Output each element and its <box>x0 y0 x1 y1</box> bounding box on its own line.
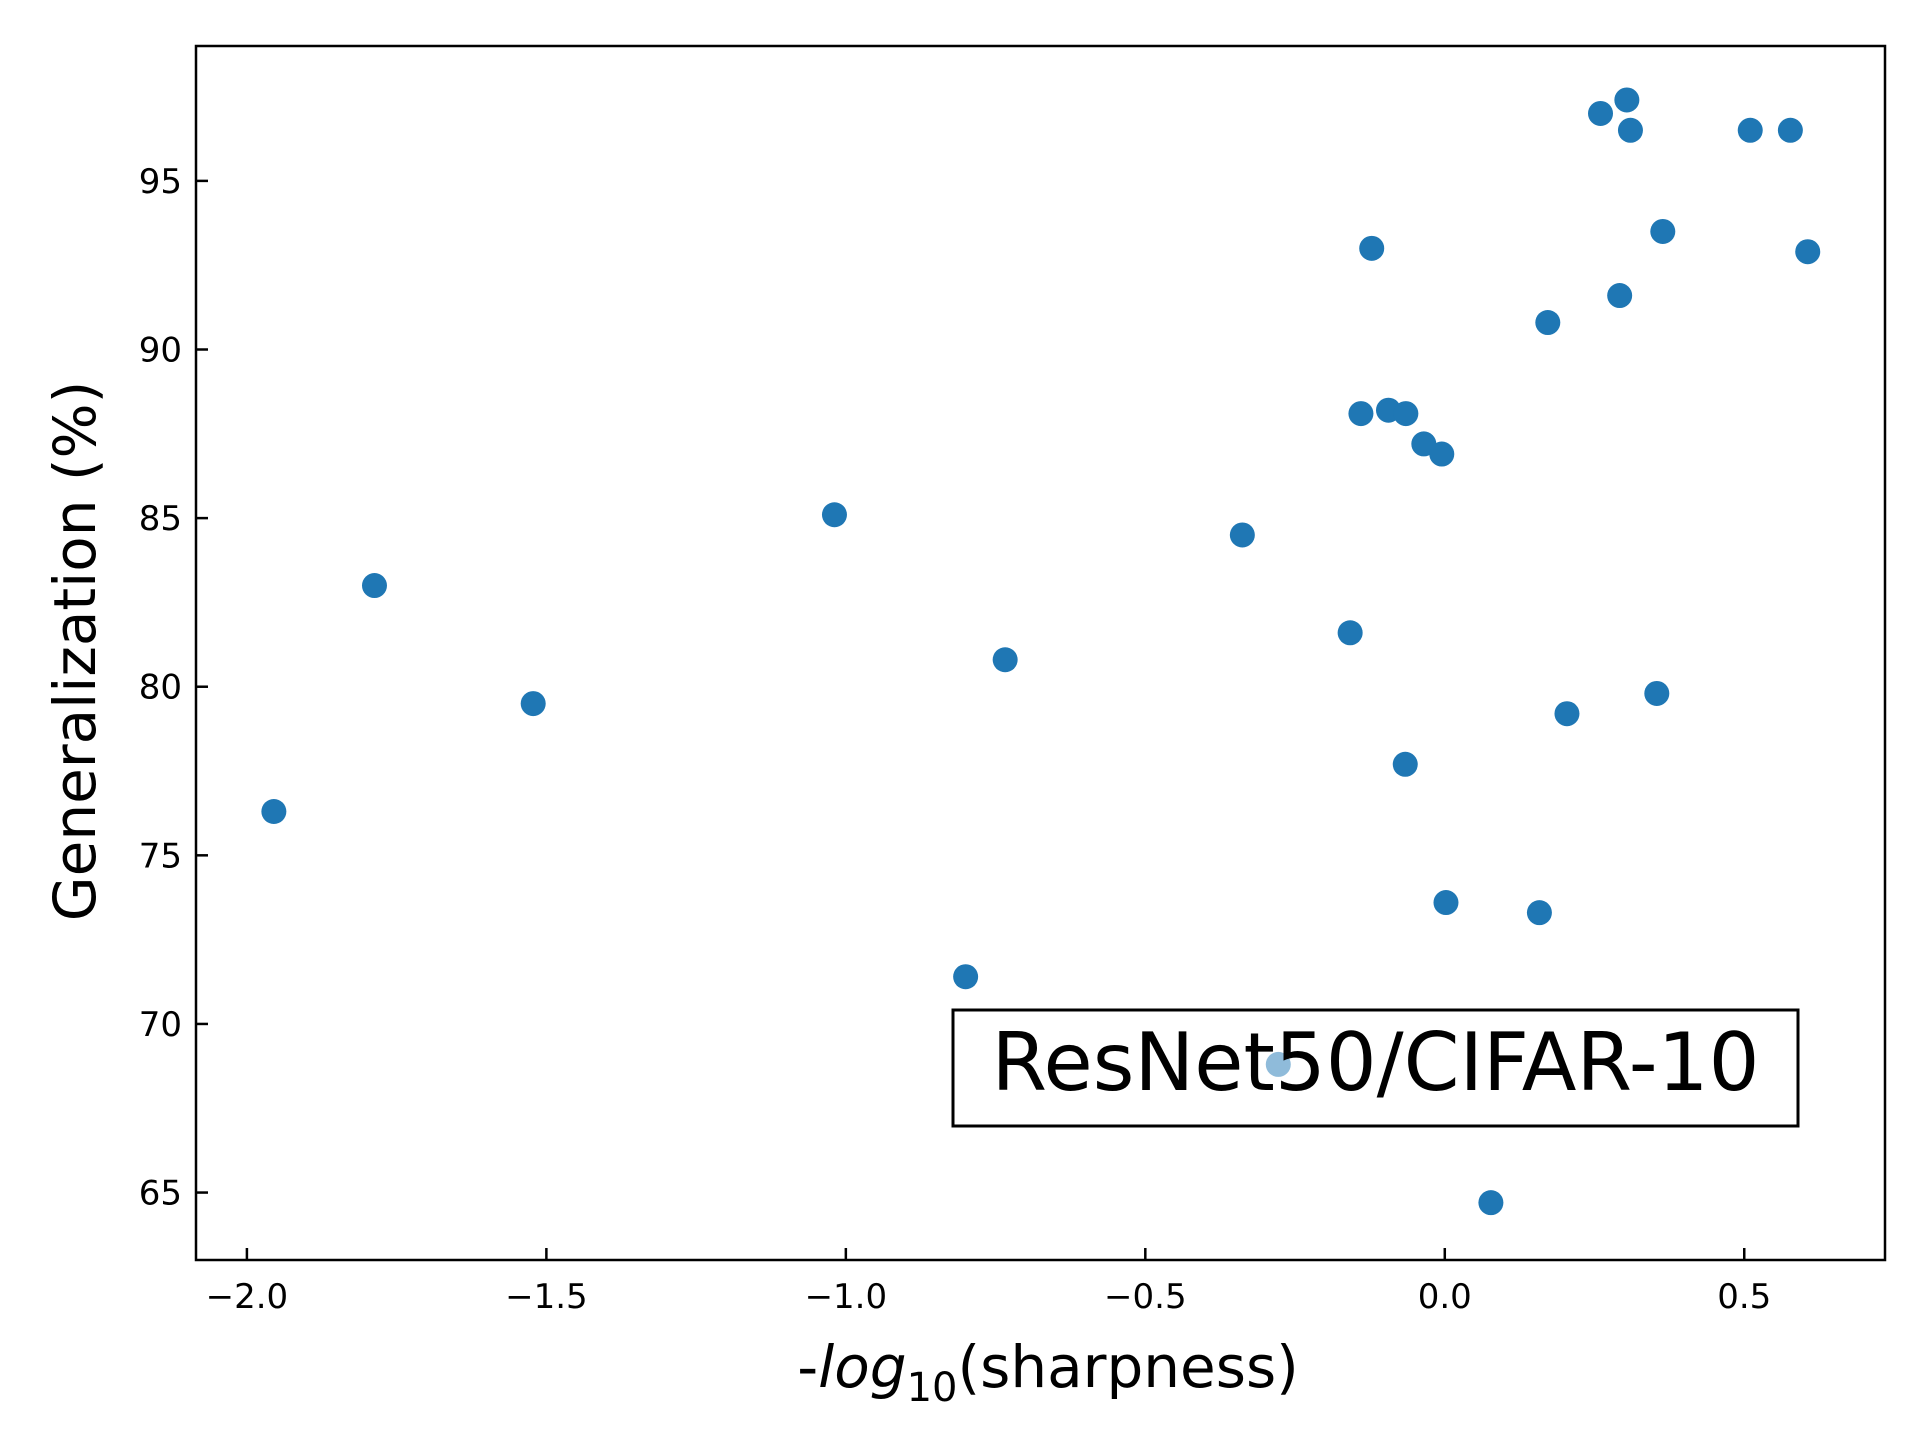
data-point <box>1478 1190 1504 1216</box>
x-axis-label-prefix: - <box>797 1333 818 1401</box>
data-point <box>1348 401 1374 427</box>
data-point <box>1393 401 1419 427</box>
y-tick-label: 70 <box>139 1005 182 1045</box>
data-point <box>361 573 387 599</box>
data-point <box>992 647 1018 673</box>
annotation-label: ResNet50/CIFAR-10 <box>992 1016 1760 1109</box>
x-tick-label: −2.0 <box>206 1277 289 1317</box>
data-point <box>1777 117 1803 143</box>
annotation-frame <box>951 1008 1800 1128</box>
data-point <box>1535 310 1561 336</box>
data-point <box>1433 890 1459 916</box>
x-axis-label-func: log <box>818 1333 906 1401</box>
data-point <box>1429 441 1455 467</box>
x-tick-label: −0.5 <box>1104 1277 1187 1317</box>
data-point <box>1526 900 1552 926</box>
data-point <box>1644 680 1670 706</box>
x-axis-label-subscript: 10 <box>907 1365 958 1411</box>
plot-frame <box>194 44 1887 1262</box>
data-point <box>520 691 546 717</box>
x-tick-label: −1.0 <box>805 1277 888 1317</box>
data-point <box>1392 751 1418 777</box>
data-point <box>953 964 979 990</box>
x-axis-label-arg: (sharpness) <box>957 1333 1298 1401</box>
x-tick-label: −1.5 <box>505 1277 588 1317</box>
y-tick-label: 80 <box>139 668 182 708</box>
ticks-layer: −2.0 −1.5 −1.0 −0.5 0.0 0.5 65 70 75 80 85 90 95 <box>139 162 1772 1317</box>
y-tick-label: 65 <box>139 1174 182 1214</box>
data-point <box>1795 239 1821 265</box>
data-point <box>1617 117 1643 143</box>
data-point <box>821 502 847 528</box>
data-point <box>1614 87 1640 113</box>
y-tick-label: 90 <box>139 331 182 371</box>
y-tick-label: 85 <box>139 499 182 539</box>
data-point <box>1359 235 1385 261</box>
data-point <box>1607 283 1633 309</box>
data-point <box>1737 117 1763 143</box>
y-axis-label: Generalization (%) <box>41 381 109 922</box>
data-points <box>261 87 1821 1216</box>
x-axis-label: -log10(sharpness) <box>797 1333 1299 1411</box>
data-point <box>1229 522 1255 548</box>
data-point <box>261 798 287 824</box>
x-tick-label: 0.0 <box>1418 1277 1472 1317</box>
y-tick-label: 75 <box>139 836 182 876</box>
annotation-box: ResNet50/CIFAR-10 <box>951 1008 1800 1128</box>
x-tick-label: 0.5 <box>1717 1277 1771 1317</box>
data-point <box>1337 620 1363 646</box>
data-point <box>1588 100 1614 126</box>
y-tick-label: 95 <box>139 162 182 202</box>
data-point <box>1650 218 1676 244</box>
data-point <box>1554 701 1580 727</box>
